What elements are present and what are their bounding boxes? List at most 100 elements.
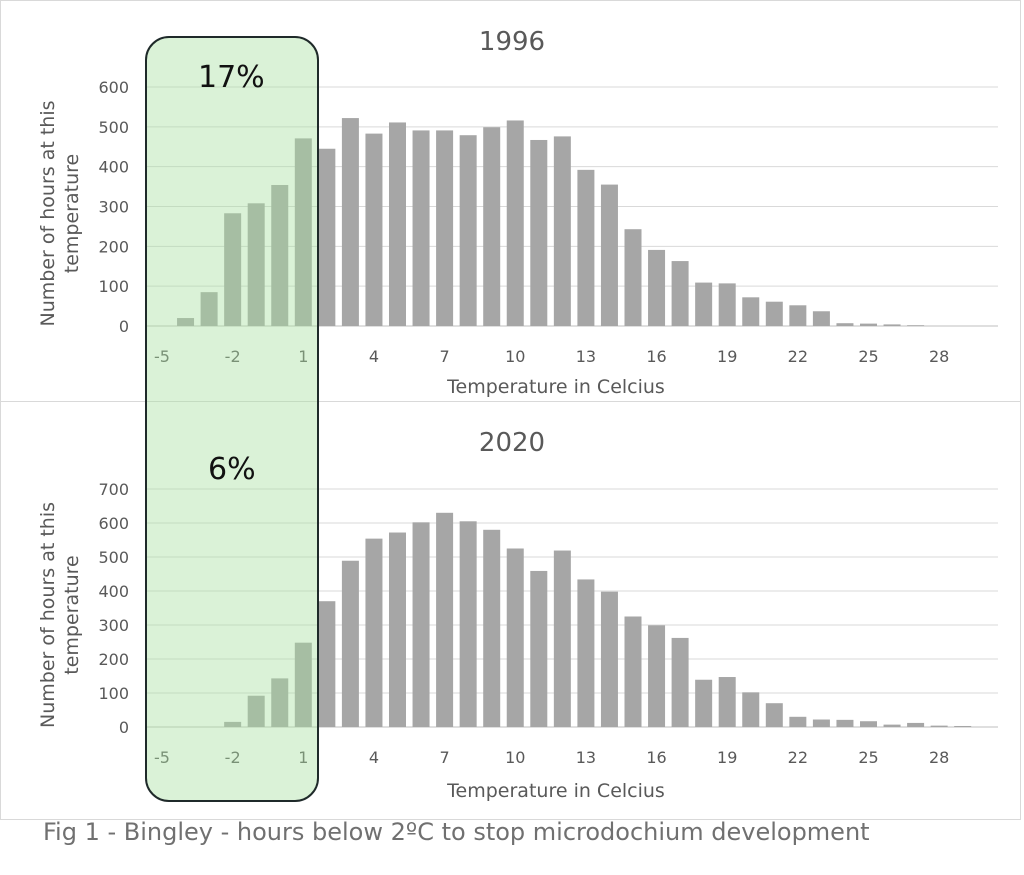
bar	[294, 138, 312, 326]
y-axis-label-line: Number of hours at this	[37, 101, 59, 327]
x-tick-label: 4	[369, 748, 379, 767]
bar	[506, 548, 524, 727]
bar	[341, 118, 359, 326]
x-tick-label: 4	[369, 347, 379, 366]
y-axis-label-line: temperature	[61, 154, 83, 273]
bar	[600, 591, 618, 727]
bar	[459, 521, 477, 727]
bar	[836, 323, 854, 326]
bar	[930, 725, 948, 727]
x-tick-label: 25	[858, 347, 878, 366]
x-tick-label: 19	[717, 748, 737, 767]
y-tick-label: 300	[98, 198, 129, 217]
y-tick-label: 400	[98, 582, 129, 601]
y-axis-label: Number of hours at this temperature	[37, 502, 83, 728]
bar	[224, 213, 242, 326]
bar	[907, 722, 925, 727]
x-tick-label: 7	[440, 347, 450, 366]
bar	[600, 184, 618, 326]
y-axis-label-line: Number of hours at this	[37, 502, 59, 728]
x-tick-label: 10	[505, 347, 525, 366]
y-tick-label: 500	[98, 118, 129, 137]
y-tick-label: 0	[119, 718, 129, 737]
bar	[389, 532, 406, 727]
bar	[553, 136, 571, 326]
y-axis-label-line: temperature	[61, 555, 83, 674]
x-tick-label: 16	[646, 748, 666, 767]
y-tick-label: 400	[98, 158, 129, 177]
bar	[624, 616, 642, 727]
bar	[553, 550, 571, 727]
y-tick-label: 600	[98, 514, 129, 533]
x-tick-label: 25	[858, 748, 878, 767]
x-tick-label: 16	[646, 347, 666, 366]
bar	[318, 148, 336, 326]
bar	[365, 538, 383, 727]
y-tick-label: 200	[98, 237, 129, 256]
x-tick-label: -5	[154, 748, 170, 767]
y-tick-label: 100	[98, 277, 129, 296]
bar	[718, 283, 736, 326]
bar	[789, 305, 807, 326]
y-tick-label: 200	[98, 650, 129, 669]
bar	[742, 692, 760, 727]
bar	[577, 579, 595, 727]
bar	[271, 184, 289, 326]
bar	[530, 570, 548, 727]
bar	[389, 122, 406, 327]
bar	[247, 695, 265, 727]
bar	[812, 311, 830, 326]
bar	[530, 139, 548, 326]
chart-title: 2020	[479, 428, 545, 458]
bar	[789, 716, 807, 727]
x-tick-label: -2	[225, 347, 241, 366]
bar	[577, 169, 595, 326]
bar	[883, 724, 901, 727]
bar	[860, 721, 877, 727]
bar	[506, 120, 524, 327]
bar	[294, 642, 312, 727]
x-tick-label: 1	[298, 748, 308, 767]
bar	[271, 678, 289, 727]
x-tick-label: 19	[717, 347, 737, 366]
y-tick-label: 700	[98, 480, 129, 499]
bar	[765, 703, 783, 727]
x-tick-label: 28	[929, 748, 949, 767]
y-axis-label: Number of hours at this temperature	[37, 101, 83, 327]
bar	[412, 522, 430, 727]
below-threshold-highlight	[145, 36, 319, 802]
chart-1996: 0 100 200 300 400 500 600 -5 -2 1 4 7 10 13 16 19 22 25 28…	[37, 27, 998, 398]
x-tick-label: 10	[505, 748, 525, 767]
bar	[341, 560, 359, 727]
bar	[695, 679, 713, 727]
bar	[671, 261, 689, 326]
x-tick-label: 22	[788, 347, 808, 366]
y-tick-label: 500	[98, 548, 129, 567]
bar	[860, 323, 877, 326]
x-tick-label: -2	[225, 748, 241, 767]
bar	[648, 249, 666, 326]
bar	[224, 721, 242, 727]
x-axis-label: Temperature in Celcius	[446, 780, 665, 802]
percent-1996-label: 17%	[198, 60, 265, 95]
x-tick-label: 13	[576, 347, 596, 366]
x-tick-label: 7	[440, 748, 450, 767]
bar	[365, 133, 383, 326]
bar	[459, 135, 477, 326]
x-tick-label: 13	[576, 748, 596, 767]
bar	[836, 719, 854, 727]
figure-caption: Fig 1 - Bingley - hours below 2ºC to sto…	[43, 818, 870, 846]
bar	[954, 725, 972, 727]
x-axis-label: Temperature in Celcius	[446, 376, 665, 398]
x-tick-label: 22	[788, 748, 808, 767]
x-tick-label: 28	[929, 347, 949, 366]
bar	[318, 601, 336, 727]
y-tick-label: 100	[98, 684, 129, 703]
bar	[200, 292, 218, 326]
bar	[883, 324, 901, 326]
bar	[718, 677, 736, 727]
bar	[907, 325, 925, 326]
chart-2020: 0 100 200 300 400 500 600 700 -5 -2 1 4 7 10 13 16 19 22 2…	[37, 428, 998, 802]
x-tick-label: 1	[298, 347, 308, 366]
bar	[412, 130, 430, 326]
